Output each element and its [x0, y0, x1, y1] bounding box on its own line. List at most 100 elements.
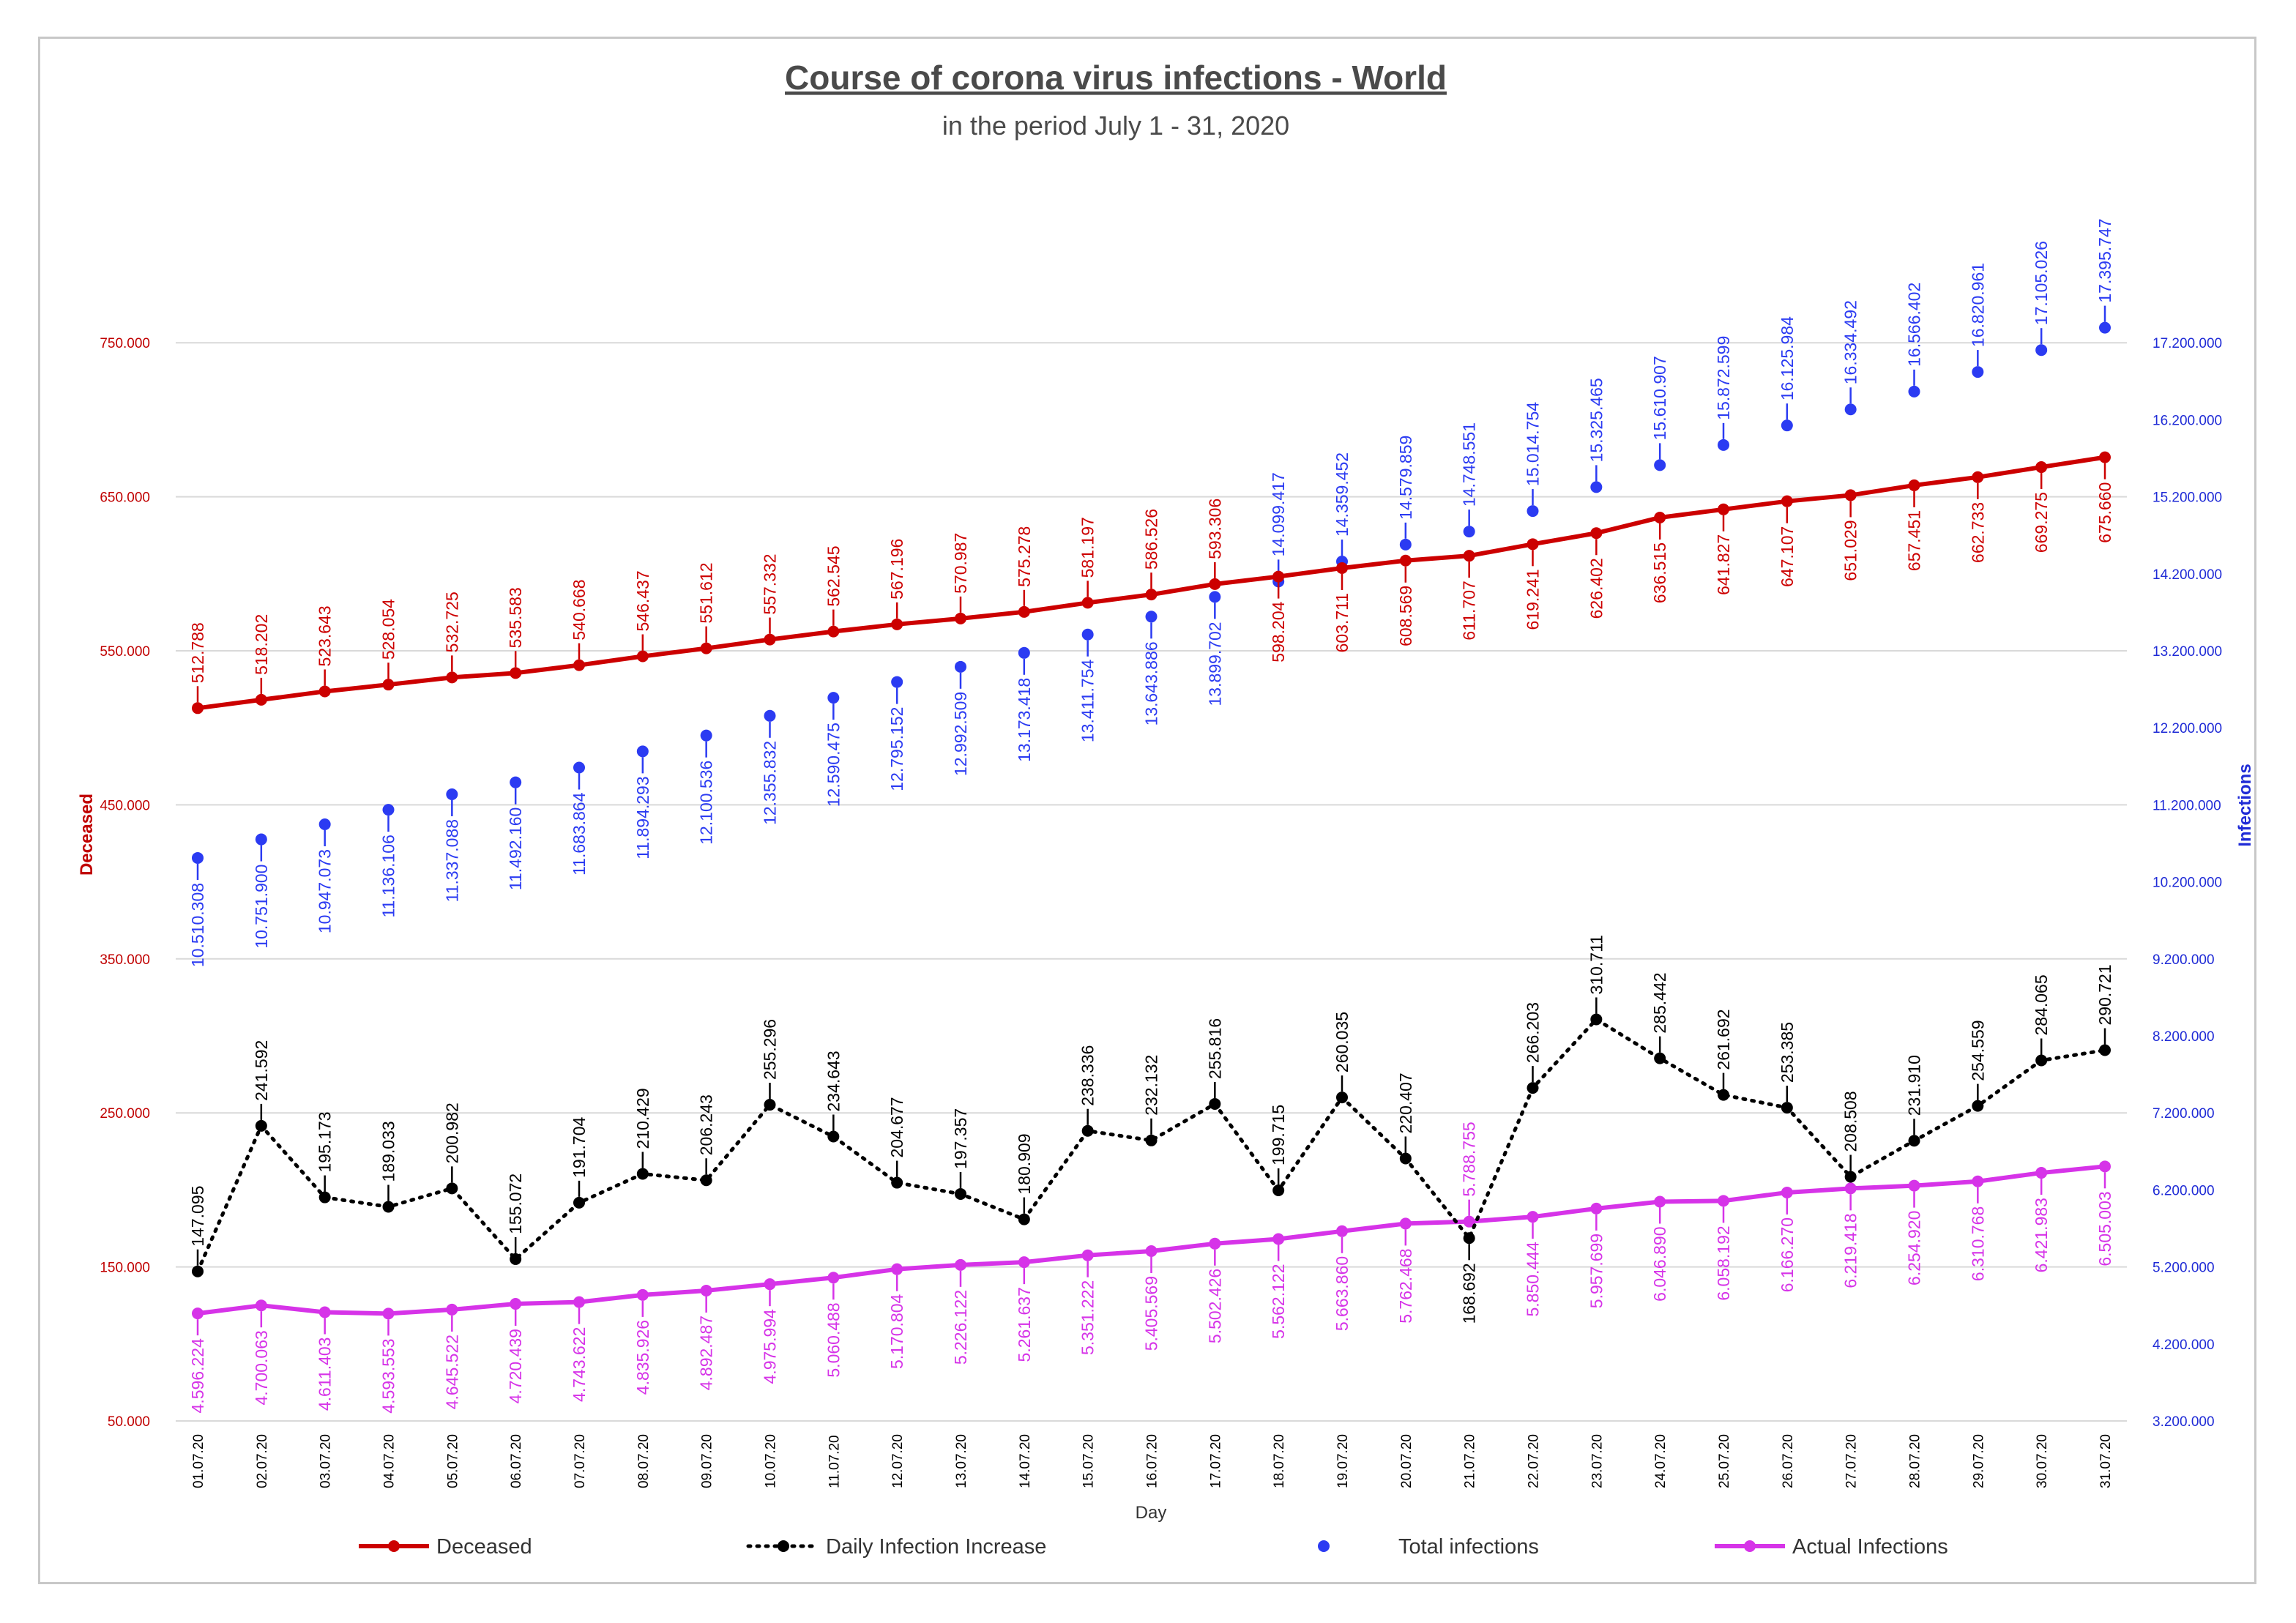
- daily-increase-point: [636, 1168, 649, 1180]
- x-tick-label: 22.07.20: [1527, 1434, 1542, 1488]
- data-label: 191.704: [570, 1117, 589, 1178]
- series-deceased: 512.788 518.202 523.643 528.054 532.725 535.5…: [188, 451, 2114, 715]
- data-label: 238.336: [1078, 1045, 1097, 1106]
- daily-increase-point: [446, 1182, 458, 1195]
- deceased-point: [255, 693, 267, 706]
- daily-increase-point: [1209, 1097, 1221, 1110]
- daily-increase-point: [1590, 1013, 1603, 1026]
- x-tick-label: 01.07.20: [191, 1434, 206, 1488]
- data-label: 6.254.920: [1905, 1211, 1924, 1286]
- x-tick-label: 31.07.20: [2098, 1434, 2114, 1488]
- legend-label: Actual Infections: [1792, 1535, 1948, 1559]
- data-label: 11.894.293: [633, 776, 652, 859]
- total-infections-point: [1399, 538, 1412, 551]
- deceased-point: [510, 667, 522, 679]
- actual-infections-point: [1336, 1225, 1348, 1237]
- actual-infections-point: [1718, 1195, 1729, 1207]
- data-label: 557.332: [761, 553, 780, 614]
- total-infections-point: [1908, 385, 1920, 398]
- data-label: 4.645.522: [442, 1335, 461, 1409]
- legend: Deceased Daily Infection Increase Total in…: [359, 1535, 1948, 1559]
- data-label: 4.892.487: [697, 1316, 716, 1390]
- daily-increase-point: [1908, 1135, 1920, 1147]
- x-tick-label: 06.07.20: [509, 1434, 524, 1488]
- data-label: 4.596.224: [188, 1338, 207, 1414]
- y-axis-right-title: Infections: [2235, 764, 2255, 846]
- data-label: 14.579.859: [1396, 436, 1415, 520]
- data-label: 5.226.122: [951, 1290, 970, 1365]
- data-label: 641.827: [1714, 534, 1733, 595]
- data-label: 285.442: [1650, 972, 1669, 1033]
- actual-infections-point: [1272, 1233, 1285, 1245]
- total-infections-point: [2035, 344, 2048, 357]
- y-left-tick-label: 250.000: [100, 1106, 150, 1122]
- x-tick-label: 07.07.20: [573, 1434, 588, 1488]
- x-tick-label: 16.07.20: [1145, 1434, 1160, 1488]
- daily-increase-point: [573, 1196, 585, 1209]
- y-right-tick-label: 10.200.000: [2152, 876, 2222, 891]
- total-infections-point: [510, 776, 522, 788]
- data-label: 253.385: [1778, 1022, 1797, 1083]
- deceased-point: [1654, 511, 1666, 523]
- daily-increase-point: [255, 1119, 267, 1132]
- data-label: 232.132: [1142, 1055, 1161, 1116]
- data-label: 567.196: [887, 539, 906, 600]
- actual-infections-point: [700, 1284, 712, 1296]
- data-label: 180.909: [1015, 1133, 1034, 1194]
- y-left-tick-label: 350.000: [100, 952, 150, 968]
- deceased-point: [1081, 597, 1094, 609]
- data-label: 200.982: [442, 1102, 461, 1163]
- data-label: 11.683.864: [570, 792, 589, 876]
- data-label: 255.816: [1205, 1018, 1224, 1079]
- data-label: 12.590.475: [824, 723, 843, 807]
- data-label: 220.407: [1396, 1072, 1415, 1133]
- data-label: 581.197: [1078, 517, 1097, 578]
- legend-item: Total infections: [1318, 1535, 1539, 1559]
- deceased-point: [1336, 561, 1348, 574]
- daily-increase-point: [1399, 1152, 1412, 1165]
- data-label: 241.592: [252, 1040, 271, 1101]
- data-label: 155.072: [506, 1174, 525, 1234]
- data-label: 5.405.569: [1142, 1276, 1161, 1351]
- total-infections-point: [891, 676, 903, 688]
- daily-increase-point: [1018, 1213, 1030, 1225]
- x-tick-label: 02.07.20: [255, 1434, 270, 1488]
- data-label: 17.395.747: [2095, 218, 2114, 302]
- x-axis-title: Day: [1136, 1503, 1167, 1523]
- x-tick-label: 14.07.20: [1018, 1434, 1033, 1488]
- daily-increase-point: [510, 1253, 522, 1265]
- data-label: 14.099.417: [1269, 472, 1288, 556]
- legend-swatch-marker: [778, 1540, 789, 1552]
- deceased-point: [2035, 461, 2048, 474]
- x-tick-label: 08.07.20: [636, 1434, 652, 1488]
- data-label: 608.569: [1396, 586, 1415, 646]
- daily-increase-point: [382, 1201, 395, 1213]
- deceased-point: [1527, 538, 1539, 551]
- data-label: 231.910: [1905, 1055, 1924, 1116]
- data-label: 651.029: [1841, 520, 1860, 581]
- legend-label: Total infections: [1398, 1535, 1539, 1559]
- y-right-tick-label: 6.200.000: [2152, 1183, 2215, 1198]
- data-label: 575.278: [1015, 526, 1034, 587]
- chart-title: Course of corona virus infections - Worl…: [785, 59, 1447, 97]
- deceased-point: [764, 633, 776, 646]
- x-tick-label: 11.07.20: [827, 1435, 842, 1488]
- deceased-point: [636, 650, 649, 663]
- y-right-tick-label: 7.200.000: [2152, 1106, 2215, 1122]
- daily-increase-point: [192, 1265, 204, 1277]
- data-label: 657.451: [1905, 510, 1924, 571]
- daily-increase-point: [1527, 1082, 1539, 1094]
- deceased-point: [1209, 578, 1221, 590]
- data-label: 147.095: [188, 1186, 207, 1247]
- data-label: 5.788.755: [1460, 1122, 1479, 1196]
- x-tick-label: 04.07.20: [382, 1434, 398, 1488]
- x-tick-label: 10.07.20: [764, 1434, 779, 1488]
- deceased-point: [1590, 527, 1603, 540]
- data-label: 6.421.983: [2032, 1198, 2051, 1272]
- series-daily-infection-increase: 147.095 241.592 195.173 189.033 200.982 155.0…: [188, 935, 2114, 1324]
- x-tick-label: 17.07.20: [1208, 1434, 1223, 1488]
- y-right-tick-label: 5.200.000: [2152, 1261, 2215, 1276]
- total-infections-point: [382, 804, 395, 816]
- total-infections-point: [1018, 646, 1030, 659]
